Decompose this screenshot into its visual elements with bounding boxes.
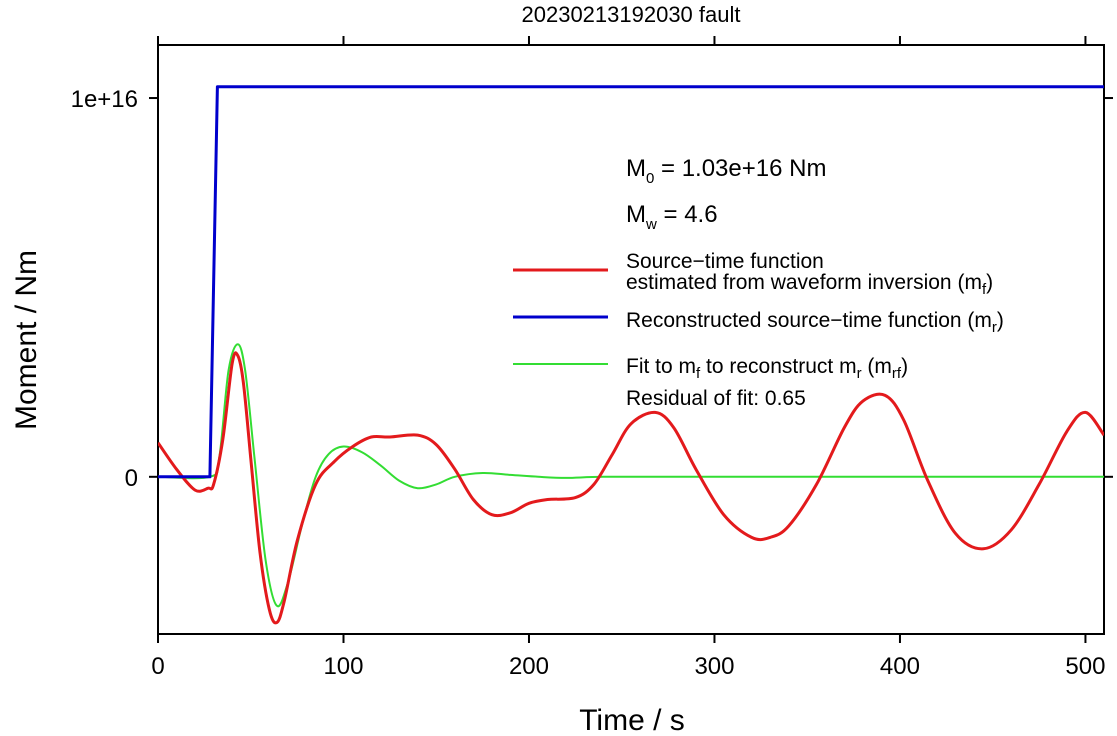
y-axis-ticks: 0 1e+16 <box>71 86 1113 492</box>
m0-value: = 1.03e+16 Nm <box>654 155 826 182</box>
x-tick-label: 300 <box>694 653 734 680</box>
x-tick-label: 200 <box>509 653 549 680</box>
legend-mr-text: Reconstructed source−time function (m <box>626 309 992 332</box>
y-axis-title: Moment / Nm <box>10 250 43 430</box>
y-tick-label: 1e+16 <box>71 86 138 113</box>
series-layer <box>158 85 1104 625</box>
mw-symbol: M <box>626 201 646 228</box>
legend-mr-close: ) <box>997 309 1004 332</box>
annotations: M0 = 1.03e+16 Nm Mw = 4.6 <box>626 155 826 233</box>
x-tick-label: 0 <box>151 653 164 680</box>
x-axis-title: Time / s <box>579 704 685 736</box>
mw-subscript: w <box>645 216 657 233</box>
x-tick-label: 400 <box>880 653 920 680</box>
legend-mrf-p2: to reconstruct m <box>700 355 856 378</box>
x-tick-label: 100 <box>323 653 363 680</box>
legend-mf-subscript: f <box>982 281 987 298</box>
legend-mrf-p3: (m <box>862 355 892 378</box>
moment-magnitude-annotation: Mw = 4.6 <box>626 201 718 233</box>
legend-mf-text: estimated from waveform inversion (m <box>626 271 982 294</box>
legend-mrf-p1-sub: f <box>696 365 701 382</box>
m0-symbol: M <box>626 155 646 182</box>
y-tick-label: 0 <box>125 465 138 492</box>
legend-mrf-p2-sub: r <box>857 365 862 382</box>
x-tick-label: 500 <box>1065 653 1105 680</box>
series-line-mf <box>158 351 1104 625</box>
residual-of-fit: Residual of fit: 0.65 <box>626 387 806 410</box>
x-axis-ticks: 0 100 200 300 400 500 <box>151 36 1105 680</box>
legend-label-mf-line2: estimated from waveform inversion (mf) <box>626 271 993 298</box>
legend-mrf-p1: Fit to m <box>626 355 696 378</box>
legend-mrf-p3-sub: rf <box>892 365 902 382</box>
legend-label-mf-line1: Source−time function <box>626 250 824 273</box>
chart-title: 20230213192030 fault <box>522 2 741 27</box>
series-line-mr <box>158 85 1104 479</box>
legend-mrf-p4: ) <box>901 355 908 378</box>
legend-mr-subscript: r <box>992 319 997 336</box>
seismic-moment-annotation: M0 = 1.03e+16 Nm <box>626 155 826 187</box>
mw-value: = 4.6 <box>657 201 718 228</box>
plot-frame <box>157 44 1105 635</box>
legend-label-mr: Reconstructed source−time function (mr) <box>626 309 1004 336</box>
m0-subscript: 0 <box>646 170 654 187</box>
legend-mf-close: ) <box>986 271 993 294</box>
legend: Source−time function estimated from wave… <box>513 250 1004 410</box>
legend-label-mrf: Fit to mf to reconstruct mr (mrf) <box>626 355 908 382</box>
series-line-mrf <box>158 343 1104 608</box>
